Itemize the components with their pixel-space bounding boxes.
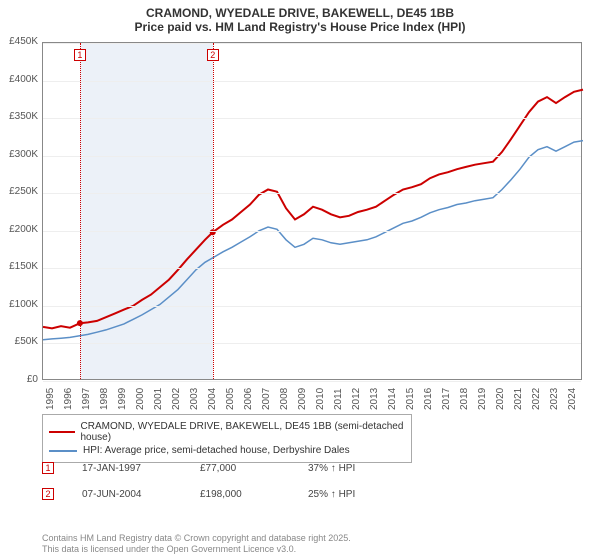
chart-title: CRAMOND, WYEDALE DRIVE, BAKEWELL, DE45 1… — [0, 0, 600, 36]
x-axis-label: 2020 — [495, 388, 506, 410]
footer: Contains HM Land Registry data © Crown c… — [42, 533, 351, 556]
y-axis-label: £150K — [0, 261, 38, 272]
x-axis-label: 2014 — [387, 388, 398, 410]
gridline — [43, 381, 581, 382]
legend-row: CRAMOND, WYEDALE DRIVE, BAKEWELL, DE45 1… — [49, 421, 405, 443]
x-axis-label: 2019 — [477, 388, 488, 410]
sale-marker-box: 2 — [42, 488, 54, 500]
y-axis-label: £450K — [0, 36, 38, 47]
title-line-1: CRAMOND, WYEDALE DRIVE, BAKEWELL, DE45 1… — [0, 6, 600, 20]
x-axis-label: 2003 — [189, 388, 200, 410]
legend-label: CRAMOND, WYEDALE DRIVE, BAKEWELL, DE45 1… — [81, 421, 406, 443]
sale-price: £198,000 — [200, 489, 280, 500]
x-axis-label: 1999 — [117, 388, 128, 410]
x-axis-label: 2013 — [369, 388, 380, 410]
x-axis-label: 2018 — [459, 388, 470, 410]
x-axis-label: 2015 — [405, 388, 416, 410]
gridline — [43, 306, 581, 307]
plot-area: 12 — [42, 42, 582, 380]
y-axis-label: £250K — [0, 186, 38, 197]
sale-vline — [80, 43, 81, 379]
sale-row: 2 07-JUN-2004 £198,000 25% ↑ HPI — [42, 488, 582, 500]
legend-swatch — [49, 431, 75, 433]
gridline — [43, 231, 581, 232]
gridline — [43, 156, 581, 157]
y-axis-label: £200K — [0, 224, 38, 235]
x-axis-label: 2001 — [153, 388, 164, 410]
y-axis-label: £100K — [0, 299, 38, 310]
x-axis-label: 2002 — [171, 388, 182, 410]
legend: CRAMOND, WYEDALE DRIVE, BAKEWELL, DE45 1… — [42, 414, 412, 463]
sale-row: 1 17-JAN-1997 £77,000 37% ↑ HPI — [42, 462, 582, 474]
y-axis-label: £350K — [0, 111, 38, 122]
x-axis-label: 2024 — [567, 388, 578, 410]
gridline — [43, 118, 581, 119]
sale-date: 17-JAN-1997 — [82, 463, 172, 474]
x-axis-label: 2023 — [549, 388, 560, 410]
plot-svg — [43, 43, 583, 381]
x-axis-label: 2007 — [261, 388, 272, 410]
x-axis-label: 2011 — [333, 388, 344, 410]
gridline — [43, 343, 581, 344]
gridline — [43, 43, 581, 44]
sale-marker-box: 1 — [74, 49, 86, 61]
sale-marker-box: 2 — [207, 49, 219, 61]
footer-line-2: This data is licensed under the Open Gov… — [42, 544, 351, 556]
legend-row: HPI: Average price, semi-detached house,… — [49, 445, 405, 456]
x-axis-label: 2009 — [297, 388, 308, 410]
gridline — [43, 81, 581, 82]
x-axis-label: 2006 — [243, 388, 254, 410]
x-axis-label: 2004 — [207, 388, 218, 410]
y-axis-label: £0 — [0, 374, 38, 385]
x-axis-label: 2012 — [351, 388, 362, 410]
x-axis-label: 2000 — [135, 388, 146, 410]
sale-delta: 25% ↑ HPI — [308, 489, 355, 500]
y-axis-label: £50K — [0, 336, 38, 347]
footer-line-1: Contains HM Land Registry data © Crown c… — [42, 533, 351, 545]
sale-delta: 37% ↑ HPI — [308, 463, 355, 474]
x-axis-label: 2021 — [513, 388, 524, 410]
x-axis-label: 2008 — [279, 388, 290, 410]
x-axis-label: 2005 — [225, 388, 236, 410]
y-axis-label: £300K — [0, 149, 38, 160]
sale-date: 07-JUN-2004 — [82, 489, 172, 500]
y-axis-label: £400K — [0, 74, 38, 85]
x-axis-label: 1995 — [45, 388, 56, 410]
legend-swatch — [49, 450, 77, 452]
x-axis-label: 2016 — [423, 388, 434, 410]
sale-vline — [213, 43, 214, 379]
title-line-2: Price paid vs. HM Land Registry's House … — [0, 20, 600, 34]
gridline — [43, 193, 581, 194]
sale-marker-box: 1 — [42, 462, 54, 474]
x-axis-label: 2017 — [441, 388, 452, 410]
legend-label: HPI: Average price, semi-detached house,… — [83, 445, 350, 456]
sale-price: £77,000 — [200, 463, 280, 474]
x-axis-label: 1997 — [81, 388, 92, 410]
x-axis-label: 2022 — [531, 388, 542, 410]
series-line — [43, 90, 583, 329]
chart-container: CRAMOND, WYEDALE DRIVE, BAKEWELL, DE45 1… — [0, 0, 600, 560]
x-axis-label: 2010 — [315, 388, 326, 410]
x-axis-label: 1996 — [63, 388, 74, 410]
x-axis-label: 1998 — [99, 388, 110, 410]
gridline — [43, 268, 581, 269]
